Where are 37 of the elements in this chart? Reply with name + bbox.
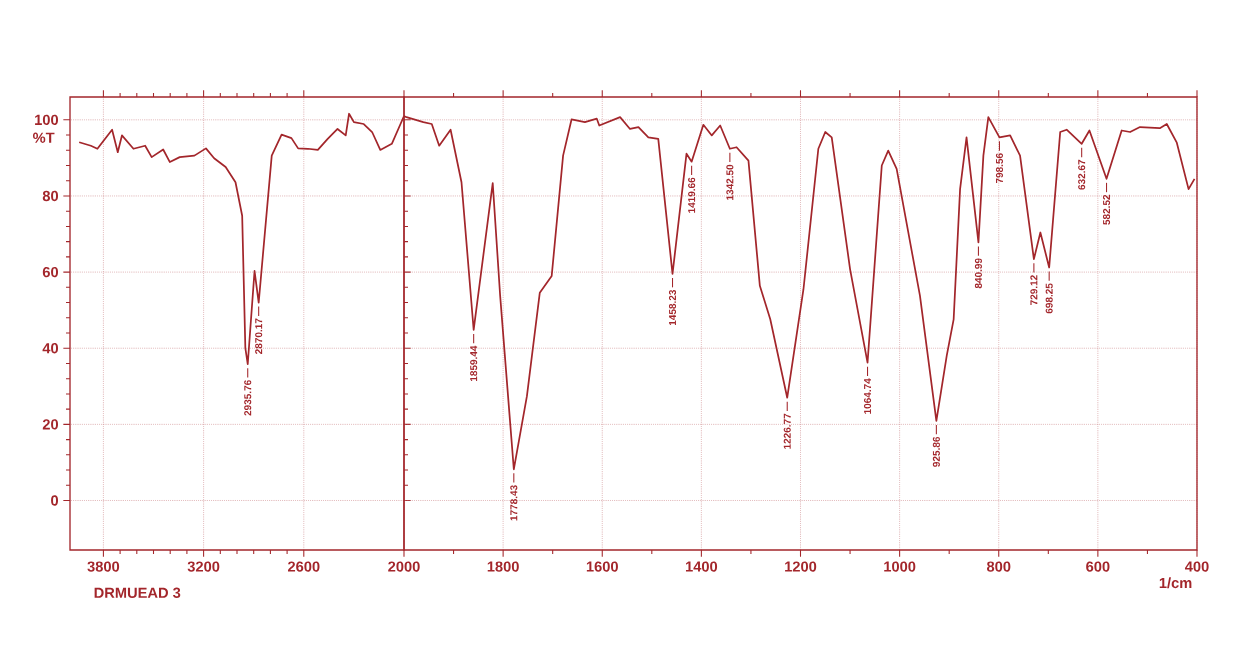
x-tick-label: 1200: [785, 561, 817, 572]
x-tick-label: 800: [986, 561, 1011, 572]
x-tick-label: 3800: [87, 561, 120, 572]
annotation: 1342.50: [726, 164, 734, 200]
x-tick-label: 1400: [685, 561, 718, 572]
y-axis-title: %T: [32, 132, 55, 143]
x-tick-label: 2600: [287, 561, 320, 572]
y-tick-label: 60: [42, 266, 59, 278]
annotation: 1064.74: [863, 378, 872, 414]
annotation: 1226.77: [783, 413, 791, 449]
y-tick-label: 100: [35, 114, 59, 126]
annotation: 1778.43: [510, 485, 518, 521]
annotation: 925.86: [932, 436, 940, 467]
annotation: 840.99: [974, 258, 982, 289]
annotation: 632.67: [1078, 159, 1086, 190]
annotation: 2870.17: [255, 318, 263, 354]
annotation: 729.12: [1030, 275, 1038, 305]
annotation: 798.56: [995, 153, 1004, 184]
text: DRMUEAD 3: [94, 587, 181, 598]
x-tick-label: 2000: [388, 561, 420, 572]
x-tick-label: 400: [1184, 561, 1209, 572]
x-tick-label: 1600: [586, 561, 618, 572]
annotation: 582.52: [1102, 194, 1111, 225]
annotation: 1859.44: [470, 345, 478, 382]
x-tick-label: 1000: [884, 561, 916, 572]
x-tick-label: 1800: [487, 561, 519, 572]
annotation: 1419.66: [688, 177, 696, 213]
annotation: 2935.76: [244, 380, 252, 416]
x-tick-label: 600: [1086, 561, 1110, 572]
y-tick-label: 80: [42, 190, 59, 202]
annotation: 1458.23: [668, 289, 677, 326]
y-tick-label: 40: [42, 343, 59, 354]
x-tick-label: 3200: [187, 561, 220, 572]
y-tick-label: 0: [51, 495, 59, 506]
x-axis-title: 1/cm: [1159, 577, 1192, 589]
annotation: 698.25: [1045, 283, 1053, 314]
y-tick-label: 20: [42, 419, 59, 430]
